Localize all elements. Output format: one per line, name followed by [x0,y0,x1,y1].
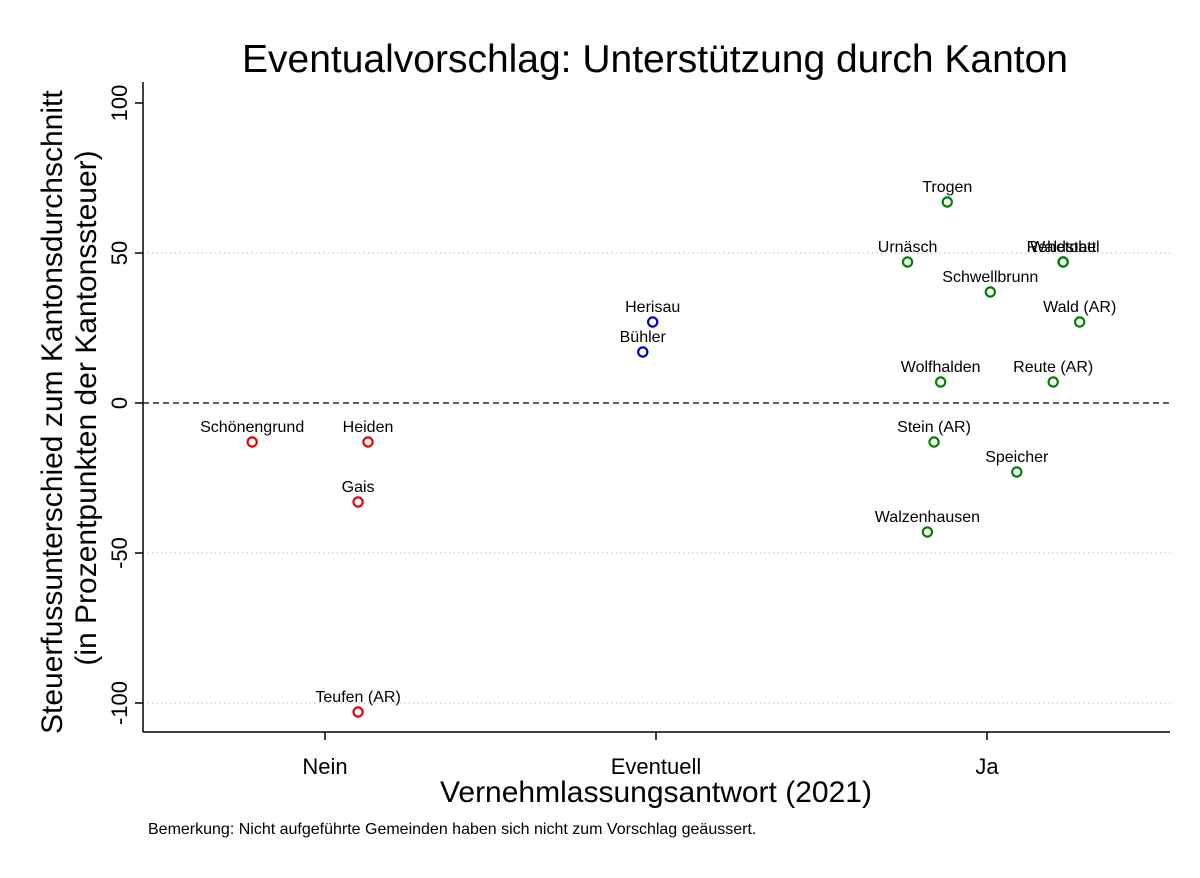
x-tick-label: Nein [302,754,347,779]
point-label: Trogen [922,179,972,196]
point-label: Stein (AR) [897,419,971,436]
data-point [984,286,997,298]
point-label: Schönengrund [200,419,304,436]
y-axis-label-line-1: Steuerfussunterschied zum Kantonsdurchsc… [36,90,69,734]
x-tick-label: Ja [975,754,999,779]
point-label: Schwellbrunn [942,269,1038,286]
data-point [352,706,364,718]
data-point [246,436,258,448]
y-tick-label: 0 [107,397,132,409]
y-tick-label: 50 [107,241,132,265]
y-axis-ticks: 100 50 0 -50 -100 [107,85,143,725]
point-label: Speicher [985,449,1049,466]
point-label: Reute (AR) [1013,359,1093,376]
point-label: Rehetobel [1027,239,1100,256]
x-axis-label: Vernehmlassungsantwort (2021) [440,776,872,809]
data-point [921,526,934,538]
chart-title: Eventualvorschlag: Unterstützung durch K… [242,38,1068,81]
point-label: Wald (AR) [1043,299,1116,316]
y-axis-label: Steuerfussunterschied zum Kantonsdurchsc… [36,82,103,734]
y-tick-label: -100 [107,681,132,725]
data-point [637,346,649,358]
data-point [1047,376,1059,388]
point-label: Gais [342,479,375,496]
data-point [362,436,374,448]
point-label: Walzenhausen [875,509,980,526]
data-point [1011,466,1023,478]
point-labels: Schönengrund Heiden Gais Teufen (AR) Herisau… [200,179,1116,706]
point-label: Teufen (AR) [315,689,400,706]
point-label: Urnäsch [878,239,938,256]
data-point [646,316,659,328]
point-label: Herisau [625,299,680,316]
data-point [928,436,940,448]
data-point [1057,256,1069,268]
data-points [246,196,1086,718]
data-point [941,196,953,208]
y-axis-label-line-2: (in Prozentpunkten der Kantonssteuer) [70,150,103,665]
y-tick-label: -50 [107,537,132,569]
data-point [901,256,914,268]
data-point [934,376,947,388]
data-point [1073,316,1086,328]
x-tick-label: Eventuell [611,754,702,779]
y-tick-label: 100 [107,85,132,122]
data-point [352,496,364,508]
point-label: Bühler [620,329,667,346]
x-axis-ticks: Nein Eventuell Ja [302,732,999,779]
point-label: Waldstatt [1030,239,1097,256]
chart-note: Bemerkung: Nicht aufgeführte Gemeinden h… [148,821,756,838]
grid-lines [143,252,1170,704]
point-label: Heiden [343,419,394,436]
point-label: Wolfhalden [901,359,981,376]
